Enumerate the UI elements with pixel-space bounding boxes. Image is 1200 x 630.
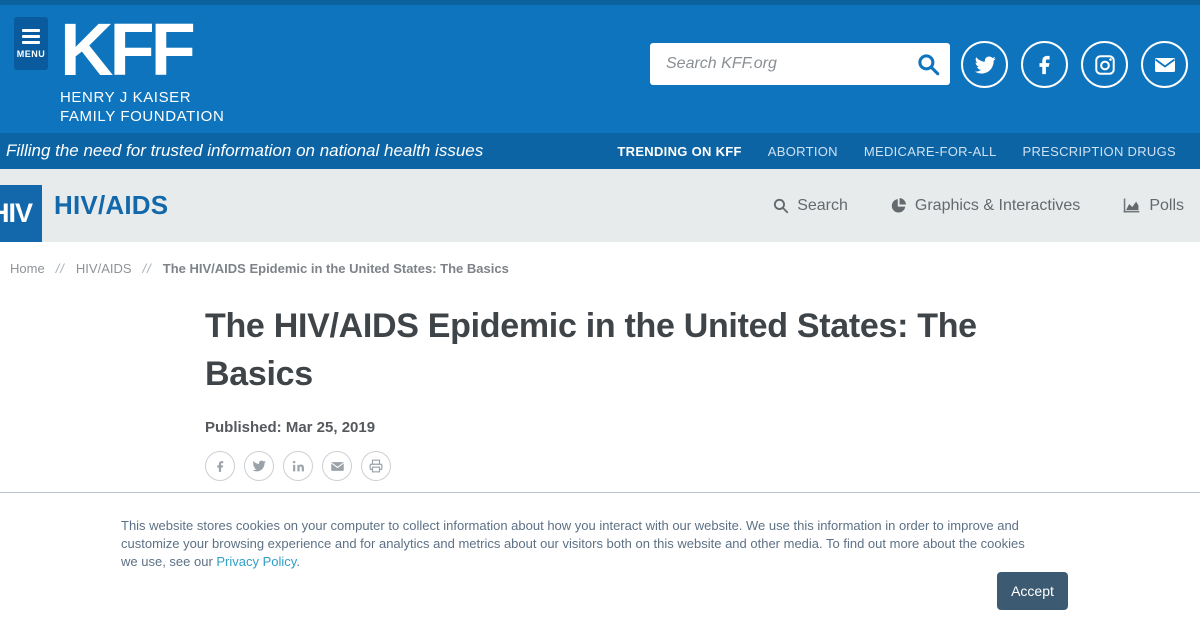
share-email-button[interactable] bbox=[322, 451, 352, 481]
graphics-interactives-link[interactable]: Graphics & Interactives bbox=[890, 197, 1080, 215]
share-print-button[interactable] bbox=[361, 451, 391, 481]
kff-logo[interactable]: KFF HENRY J KAISER FAMILY FOUNDATION bbox=[60, 8, 225, 127]
trending-link-prescription-drugs[interactable]: PRESCRIPTION DRUGS bbox=[1022, 143, 1176, 159]
breadcrumb-home[interactable]: Home bbox=[10, 261, 45, 276]
menu-label: MENU bbox=[16, 48, 46, 59]
social-links bbox=[961, 41, 1188, 88]
breadcrumb-separator: // bbox=[55, 261, 65, 276]
search-icon bbox=[772, 197, 789, 214]
twitter-link[interactable] bbox=[961, 41, 1008, 88]
email-link[interactable] bbox=[1141, 41, 1188, 88]
cookie-consent-banner: This website stores cookies on your comp… bbox=[0, 492, 1200, 630]
trending-nav: TRENDING ON KFF ABORTION MEDICARE-FOR-AL… bbox=[617, 144, 1200, 159]
topic-toolbar: Search Graphics & Interactives Polls bbox=[772, 197, 1200, 215]
topic-search-link[interactable]: Search bbox=[772, 197, 848, 215]
site-tagline: Filling the need for trusted information… bbox=[6, 141, 484, 160]
search-icon bbox=[915, 51, 941, 77]
menu-button[interactable]: MENU bbox=[14, 17, 48, 70]
site-search bbox=[650, 43, 950, 85]
breadcrumb-hiv-aids[interactable]: HIV/AIDS bbox=[75, 261, 132, 276]
breadcrumb: Home // HIV/AIDS // The HIV/AIDS Epidemi… bbox=[0, 242, 1200, 276]
facebook-icon bbox=[214, 460, 227, 473]
trending-label: TRENDING ON KFF bbox=[617, 143, 742, 159]
envelope-icon bbox=[330, 459, 345, 474]
facebook-icon bbox=[1034, 54, 1056, 76]
share-facebook-button[interactable] bbox=[205, 451, 235, 481]
topic-title[interactable]: HIV/AIDS bbox=[54, 190, 169, 220]
trending-link-abortion[interactable]: ABORTION bbox=[767, 143, 838, 159]
share-twitter-button[interactable] bbox=[244, 451, 274, 481]
kff-logo-subtitle: HENRY J KAISER FAMILY FOUNDATION bbox=[60, 89, 225, 126]
twitter-icon bbox=[252, 459, 266, 473]
cookie-notice-text: This website stores cookies on your comp… bbox=[121, 518, 1025, 569]
trending-link-medicare-for-all[interactable]: MEDICARE-FOR-ALL bbox=[863, 143, 997, 159]
site-header: MENU KFF HENRY J KAISER FAMILY FOUNDATIO… bbox=[0, 0, 1200, 133]
envelope-icon bbox=[1153, 53, 1177, 77]
published-date: Published: Mar 25, 2019 bbox=[205, 419, 376, 436]
breadcrumb-current-page: The HIV/AIDS Epidemic in the United Stat… bbox=[162, 261, 509, 276]
search-submit-button[interactable] bbox=[906, 43, 950, 85]
page-title: The HIV/AIDS Epidemic in the United Stat… bbox=[205, 307, 977, 393]
twitter-icon bbox=[974, 54, 996, 76]
kff-logo-text: KFF bbox=[60, 8, 196, 91]
share-linkedin-button[interactable] bbox=[283, 451, 313, 481]
breadcrumb-separator: // bbox=[142, 261, 152, 276]
article: The HIV/AIDS Epidemic in the United Stat… bbox=[205, 302, 1200, 481]
pie-chart-icon bbox=[890, 197, 907, 214]
area-chart-icon bbox=[1122, 197, 1141, 214]
polls-link[interactable]: Polls bbox=[1122, 197, 1184, 215]
search-input[interactable] bbox=[650, 55, 906, 73]
hamburger-icon bbox=[22, 28, 40, 44]
tagline-bar: Filling the need for trusted information… bbox=[0, 133, 1200, 169]
instagram-icon bbox=[1094, 54, 1116, 76]
facebook-link[interactable] bbox=[1021, 41, 1068, 88]
hiv-badge: HIV bbox=[0, 185, 42, 242]
accept-cookies-button[interactable]: Accept bbox=[997, 572, 1068, 610]
linkedin-icon bbox=[292, 460, 305, 473]
privacy-policy-link[interactable]: Privacy Policy bbox=[216, 554, 297, 569]
share-buttons bbox=[205, 451, 1200, 481]
printer-icon bbox=[369, 459, 383, 473]
instagram-link[interactable] bbox=[1081, 41, 1128, 88]
topic-section-bar: HIV HIV/AIDS Search Graphics & Interacti… bbox=[0, 169, 1200, 242]
